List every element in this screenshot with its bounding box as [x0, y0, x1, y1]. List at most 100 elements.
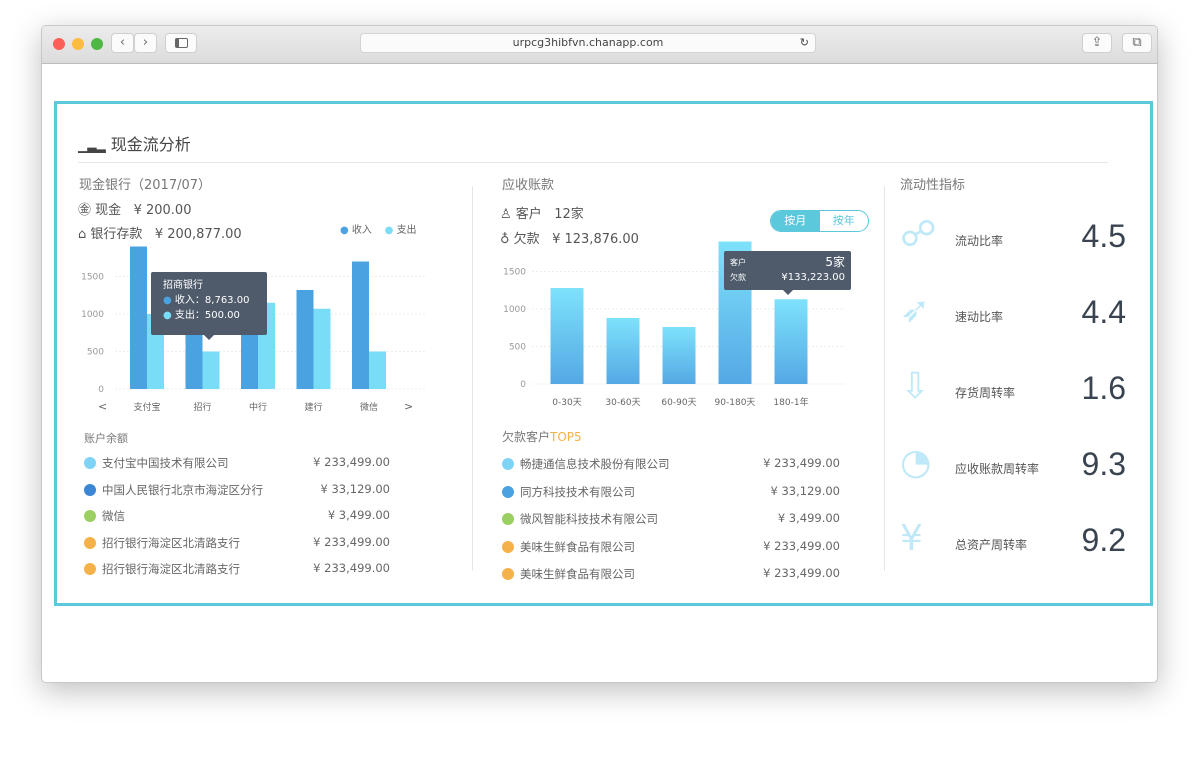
metric-label: 总资产周转率: [955, 538, 1028, 552]
bar-expense[interactable]: [313, 308, 331, 389]
column-divider: [472, 186, 473, 571]
forward-button[interactable]: ›: [134, 33, 157, 53]
debt-row: ♁ 欠款 ¥ 123,876.00: [500, 228, 639, 247]
x-tick-label: 微信: [360, 401, 378, 413]
y-tick-label: 1500: [503, 268, 526, 278]
balance-heading: 账户余额: [84, 432, 128, 445]
close-window-button[interactable]: [53, 38, 65, 50]
company-logo-icon: [502, 540, 514, 553]
user-icon: ♙: [500, 207, 512, 222]
x-tick-label: 支付宝: [133, 401, 160, 413]
tabs-button[interactable]: ⧉: [1122, 33, 1152, 53]
chart-next-button[interactable]: >: [404, 400, 414, 413]
share-circles-icon: ☍: [900, 214, 937, 255]
tooltip-expense: 支出：500.00: [174, 310, 240, 321]
metric-label: 速动比率: [955, 310, 1004, 324]
metric-label: 存货周转率: [955, 386, 1016, 400]
title-divider: [78, 162, 1108, 163]
toggle-monthly[interactable]: 按月: [771, 211, 820, 231]
metric-label: 应收账款周转率: [955, 462, 1040, 476]
y-tick-label: 500: [87, 348, 104, 358]
y-tick-label: 0: [98, 385, 104, 395]
y-tick-label: 0: [520, 380, 526, 390]
account-item[interactable]: 中国人民银行北京市海淀区分行: [84, 482, 263, 498]
sidebar-icon: [174, 38, 188, 48]
legend-income: 收入: [351, 225, 372, 236]
bank-row: ⌂ 银行存款 ¥ 200,877.00: [78, 223, 242, 242]
aging-tooltip: 客户 5家 欠款 ¥133,223.00: [724, 251, 851, 295]
bar-expense[interactable]: [202, 351, 220, 390]
receivable-heading: 应收账款: [502, 178, 555, 193]
account-amount: ¥ 3,499.00: [327, 508, 390, 522]
back-button[interactable]: ‹: [111, 33, 134, 53]
rocket-icon: ➶: [900, 290, 931, 331]
customers-value: 12家: [554, 207, 584, 222]
share-button[interactable]: ⇪: [1082, 33, 1112, 53]
reload-icon[interactable]: ↻: [799, 36, 809, 49]
customer-amount: ¥ 233,499.00: [763, 456, 840, 470]
metric-value: 4.4: [1081, 294, 1126, 330]
chart-prev-button[interactable]: <: [98, 400, 108, 413]
account-name: 招行银行海淀区北清路支行: [102, 535, 240, 550]
bar-aging[interactable]: [774, 299, 808, 384]
customer-item[interactable]: 畅捷通信息技术股份有限公司: [502, 456, 670, 472]
cash-label: 现金: [95, 203, 122, 218]
zoom-window-button[interactable]: [91, 38, 103, 50]
bar-aging[interactable]: [606, 318, 640, 384]
metric-value: 9.2: [1081, 522, 1126, 558]
bar-income[interactable]: [130, 246, 147, 390]
top-heading-suffix: TOP5: [550, 430, 582, 444]
debt-label: 欠款: [513, 232, 540, 247]
metric-label: 流动比率: [955, 234, 1004, 248]
x-tick-label: 0-30天: [552, 398, 581, 408]
customer-amount: ¥ 33,129.00: [770, 483, 841, 498]
customer-item[interactable]: 美味生鲜食品有限公司: [502, 539, 635, 555]
customer-item[interactable]: 美味生鲜食品有限公司: [502, 566, 635, 582]
cash-heading: 现金银行（2017/07）: [79, 178, 212, 193]
address-bar[interactable]: urpcg3hibfvn.chanapp.com ↻: [360, 33, 816, 53]
bar-income[interactable]: [241, 332, 258, 389]
account-item[interactable]: 招行银行海淀区北清路支行: [84, 535, 240, 551]
company-logo-icon: [502, 485, 514, 498]
toggle-yearly[interactable]: 按年: [832, 214, 855, 227]
account-amount: ¥ 233,499.00: [313, 561, 390, 575]
yen-cycle-icon: ◔: [900, 442, 932, 483]
bar-aging[interactable]: [550, 288, 584, 384]
chart-legend: ● 收入 ● 支出: [340, 221, 417, 236]
account-amount: ¥ 33,129.00: [320, 481, 391, 496]
bar-expense[interactable]: [369, 351, 386, 390]
bar-income[interactable]: [185, 321, 203, 390]
customer-item[interactable]: 微风智能科技技术有限公司: [502, 511, 658, 527]
minimize-window-button[interactable]: [72, 38, 84, 50]
bar-income[interactable]: [352, 261, 369, 390]
x-tick-label: 180-1年: [773, 396, 808, 408]
period-toggle: 按月 按年: [770, 210, 869, 232]
y-tick-label: 1000: [81, 310, 104, 320]
customers-label: 客户: [515, 207, 542, 222]
account-name: 支付宝中国技术有限公司: [102, 456, 229, 470]
customer-item[interactable]: 同方科技技术有限公司: [502, 484, 635, 500]
sidebar-toggle-button[interactable]: [165, 33, 197, 53]
debt-value: ¥ 123,876.00: [552, 232, 639, 247]
bar-aging[interactable]: [662, 327, 696, 384]
tooltip-income: 收入：8,763.00: [174, 295, 250, 306]
cashflow-panel: [54, 101, 1153, 606]
cmb-icon: [84, 563, 96, 575]
account-item[interactable]: 招行银行海淀区北清路支行: [84, 561, 240, 577]
account-amount: ¥ 233,499.00: [313, 534, 390, 549]
bar-chart-icon: ▁▃▂: [78, 139, 106, 153]
customer-name: 美味生鲜食品有限公司: [520, 567, 635, 581]
account-name: 招行银行海淀区北清路支行: [102, 562, 240, 576]
yen-tag-icon: ¥: [900, 518, 923, 559]
bar-income[interactable]: [296, 290, 314, 389]
customer-name: 美味生鲜食品有限公司: [520, 539, 635, 554]
x-tick-label: 90-180天: [715, 398, 756, 408]
metric-value: 9.3: [1081, 446, 1126, 482]
tooltip-title: 招商银行: [163, 280, 203, 291]
account-item[interactable]: 支付宝中国技术有限公司: [84, 455, 229, 471]
bank-of-china-icon: [84, 483, 96, 496]
x-tick-label: 中行: [249, 401, 267, 413]
tabs-icon: ⧉: [1132, 35, 1142, 50]
account-item[interactable]: 微信: [84, 508, 125, 524]
